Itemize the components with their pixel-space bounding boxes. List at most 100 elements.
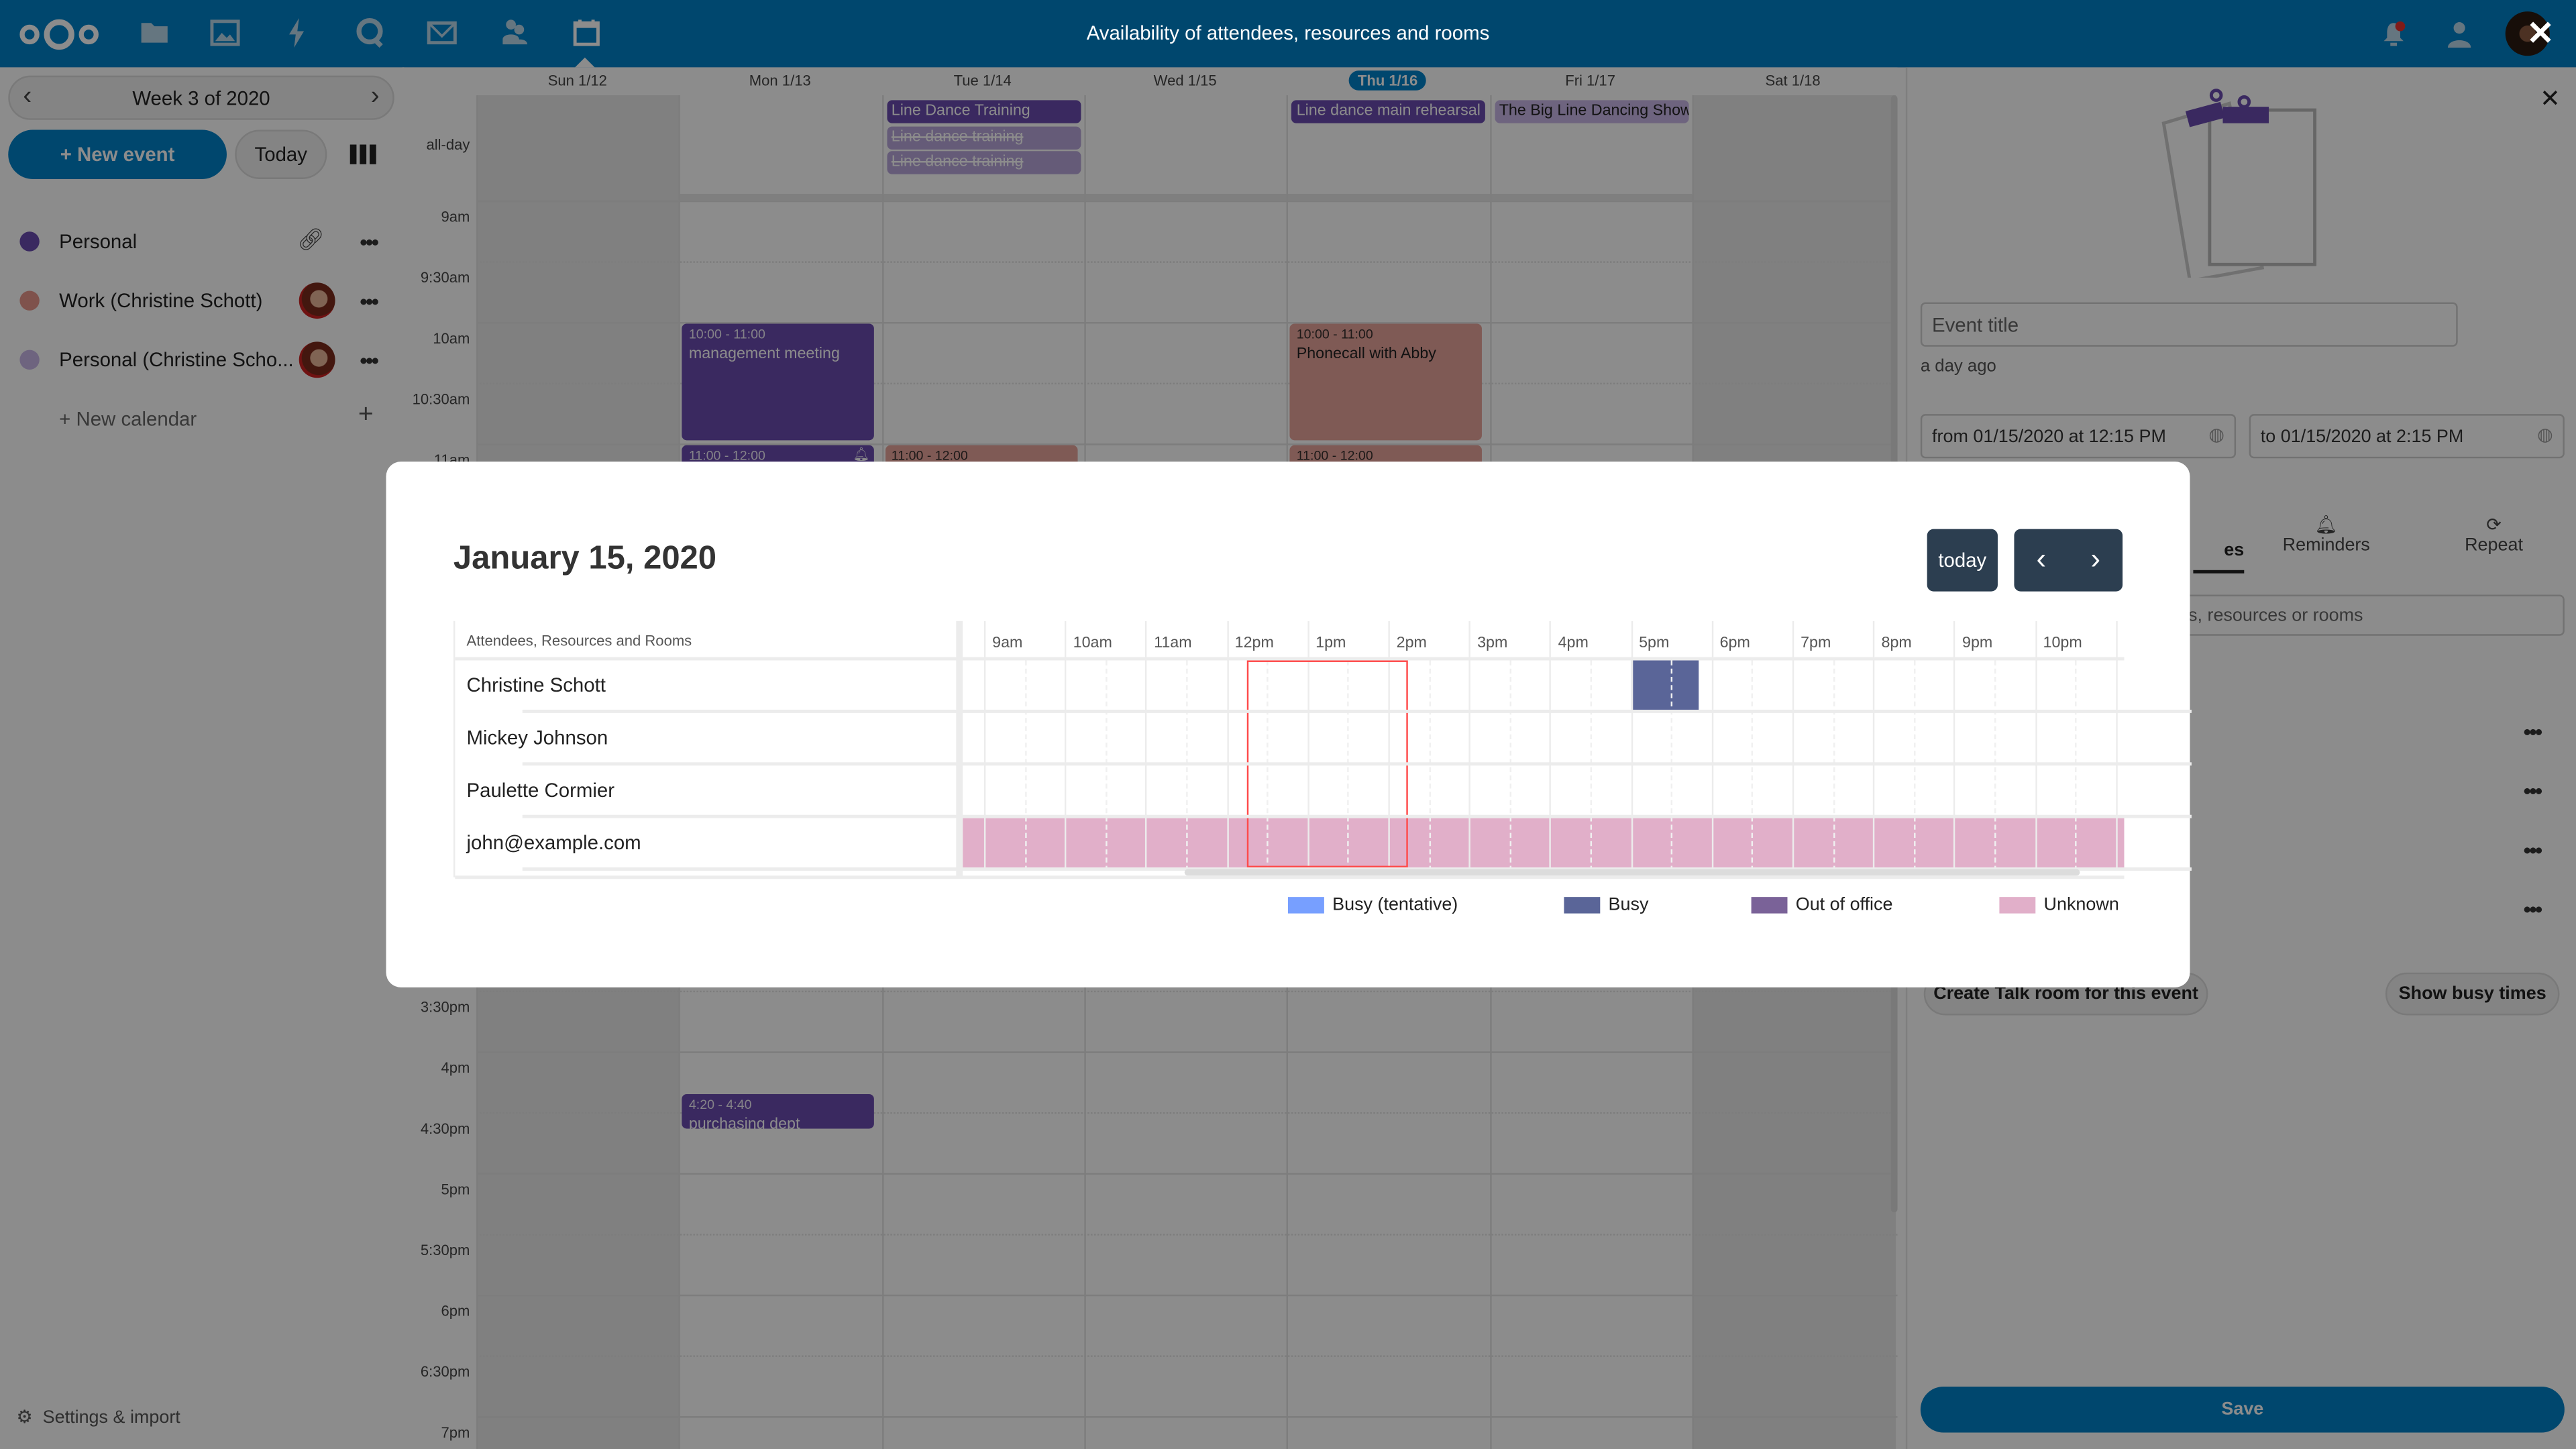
- view-week-icon[interactable]: [350, 144, 376, 164]
- settings-import-button[interactable]: ⚙ Settings & import: [16, 1406, 180, 1428]
- legend-swatch: [1564, 897, 1601, 914]
- mail-icon[interactable]: [425, 16, 458, 49]
- plus-icon: +: [358, 400, 374, 429]
- hour-label: 7pm: [1801, 634, 1831, 653]
- all-day-event[interactable]: Line Dance Training: [886, 100, 1081, 123]
- attendee-actions-button[interactable]: •••: [2523, 778, 2542, 804]
- hour-label: 9am: [992, 634, 1023, 653]
- event-title-input[interactable]: Event title: [1920, 302, 2458, 347]
- calendar-event[interactable]: 10:00 - 11:00 management meeting: [682, 323, 875, 441]
- today-button[interactable]: Today: [235, 129, 327, 179]
- all-day-event[interactable]: The Big Line Dancing Show: [1494, 100, 1688, 123]
- timezone-globe-icon[interactable]: ◍: [2208, 425, 2224, 445]
- all-day-event[interactable]: Line dance training: [886, 125, 1081, 149]
- calendar-actions-button[interactable]: •••: [360, 348, 378, 373]
- time-label: 4:30pm: [420, 1120, 470, 1137]
- event-title: Line Dance Training: [891, 101, 1030, 120]
- event-title: Line dance main rehearsal: [1296, 101, 1481, 120]
- calendar-color-dot[interactable]: [19, 231, 40, 252]
- legend-item: Out of office: [1751, 896, 1892, 915]
- modal-title: Availability of attendees, resources and…: [1086, 21, 1490, 45]
- bell-icon: 🔔︎: [2314, 515, 2338, 536]
- contacts-icon[interactable]: [498, 16, 531, 49]
- time-label: 7pm: [441, 1424, 470, 1441]
- half-hour-gridline: [1913, 660, 1916, 871]
- half-hour-gridline: [1024, 660, 1026, 871]
- close-sidebar-button[interactable]: ✕: [2540, 85, 2561, 113]
- hour-gridline: [1953, 621, 1956, 871]
- talk-icon[interactable]: [354, 16, 386, 49]
- previous-day-button[interactable]: ‹: [2036, 542, 2047, 576]
- timeline[interactable]: 9am 10am 11am 12pm 1pm 2pm 3pm 4pm 5pm 6pm 7pm 8pm 9…: [963, 621, 2125, 877]
- tab-reminders-label: Reminders: [2282, 535, 2370, 555]
- calendar-color-dot[interactable]: [19, 350, 40, 370]
- calendar-actions-button[interactable]: •••: [360, 289, 378, 314]
- next-day-button[interactable]: ›: [2090, 542, 2101, 576]
- half-hour-gridline: [1752, 660, 1754, 871]
- attendee-actions-button[interactable]: •••: [2523, 837, 2542, 863]
- user-avatar[interactable]: [2505, 11, 2550, 56]
- hour-label: 5pm: [1639, 634, 1670, 653]
- to-date-input[interactable]: to 01/15/2020 at 2:15 PM ◍: [2249, 414, 2565, 459]
- calendar-item[interactable]: Personal (Christine Scho... •••: [0, 335, 402, 384]
- week-label[interactable]: Week 3 of 2020: [132, 86, 270, 109]
- hour-gridline: [1065, 621, 1067, 871]
- top-bar: [0, 0, 2576, 68]
- previous-week-button[interactable]: ‹: [23, 82, 32, 111]
- time-label: 6pm: [441, 1303, 470, 1320]
- busy-block[interactable]: [1630, 660, 1699, 712]
- all-day-event[interactable]: Line dance main rehearsal: [1291, 100, 1486, 123]
- show-busy-times-button[interactable]: Show busy times: [2385, 972, 2560, 1016]
- time-label: 4pm: [441, 1059, 470, 1077]
- legend-item: Unknown: [1999, 896, 2119, 915]
- attendee-row: [522, 660, 2192, 713]
- day-header[interactable]: Sun 1/12: [476, 67, 678, 95]
- half-hour-gridline: [1671, 660, 1673, 871]
- calendar-item[interactable]: Work (Christine Schott) •••: [0, 276, 402, 325]
- week-navigator: ‹ Week 3 of 2020 ›: [8, 75, 394, 120]
- save-button[interactable]: Save: [1920, 1386, 2565, 1433]
- calendar-color-dot[interactable]: [19, 290, 40, 311]
- day-header[interactable]: Sat 1/18: [1692, 67, 1894, 95]
- new-calendar-button[interactable]: + New calendar +: [0, 394, 402, 443]
- day-header[interactable]: Mon 1/13: [679, 67, 881, 95]
- timeline-scrollbar[interactable]: [1184, 869, 2080, 876]
- from-date-input[interactable]: from 01/15/2020 at 12:15 PM ◍: [1920, 414, 2237, 459]
- tab-reminders[interactable]: 🔔︎ Reminders: [2261, 515, 2392, 555]
- half-hour-gridline: [1509, 660, 1511, 871]
- files-icon[interactable]: [138, 16, 171, 49]
- calendar-icon[interactable]: [570, 16, 603, 49]
- hour-gridline: [1550, 621, 1552, 871]
- photos-icon[interactable]: [209, 16, 241, 49]
- time-gridline: [476, 990, 1898, 993]
- activity-icon[interactable]: [281, 16, 314, 49]
- nextcloud-logo-icon[interactable]: [18, 18, 100, 51]
- day-header[interactable]: Tue 1/14: [881, 67, 1083, 95]
- notifications-icon[interactable]: [2381, 19, 2407, 49]
- day-header[interactable]: Fri 1/17: [1489, 67, 1691, 95]
- new-event-button[interactable]: + New event: [8, 129, 227, 179]
- attendee-actions-button[interactable]: •••: [2523, 897, 2542, 922]
- next-week-button[interactable]: ›: [370, 82, 380, 111]
- calendar-event[interactable]: 10:00 - 11:00 Phonecall with Abby: [1289, 323, 1483, 441]
- tab-attendees[interactable]: es: [2193, 541, 2245, 574]
- calendar-actions-button[interactable]: •••: [360, 229, 378, 255]
- legend-swatch: [1999, 897, 2036, 914]
- all-day-event[interactable]: Line dance training: [886, 151, 1081, 174]
- today-button[interactable]: today: [1927, 529, 1998, 592]
- attendee-actions-button[interactable]: •••: [2523, 719, 2542, 745]
- tab-repeat[interactable]: ⟳ Repeat: [2428, 515, 2560, 555]
- calendar-event[interactable]: 4:20 - 4:40 purchasing dept: [682, 1093, 875, 1130]
- attendee-search-input[interactable]: s, resources or rooms: [2170, 594, 2565, 636]
- calendar-item[interactable]: Personal 🔗︎ •••: [0, 217, 402, 266]
- close-modal-button[interactable]: ✕: [2526, 16, 2555, 53]
- hour-label: 6pm: [1719, 634, 1750, 653]
- hour-gridline: [1307, 621, 1309, 871]
- hour-label: 10am: [1073, 634, 1112, 653]
- day-header[interactable]: Wed 1/15: [1084, 67, 1286, 95]
- share-link-icon[interactable]: 🔗︎: [297, 226, 325, 252]
- contacts-menu-icon[interactable]: [2447, 19, 2473, 49]
- timezone-globe-icon[interactable]: ◍: [2537, 425, 2553, 445]
- unknown-block[interactable]: [963, 818, 2125, 869]
- day-header[interactable]: Thu 1/16: [1287, 67, 1489, 95]
